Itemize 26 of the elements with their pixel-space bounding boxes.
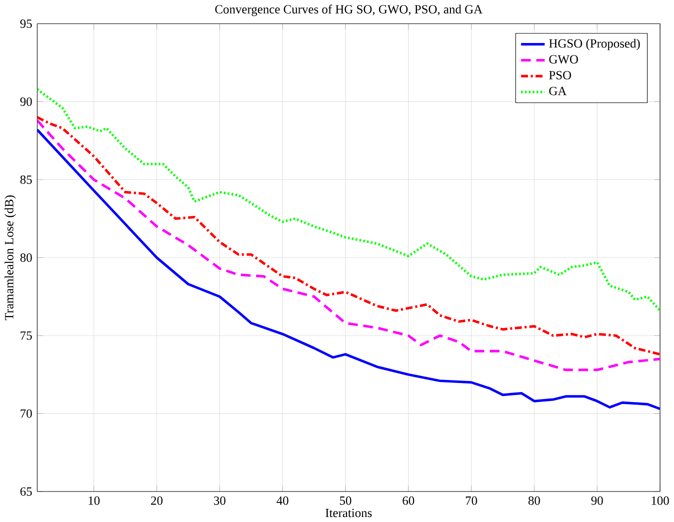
legend-label: PSO (549, 71, 572, 80)
line-series (37, 128, 660, 410)
chart-title: Convergence Curves of HG SO, GWO, PSO, and GA (215, 4, 482, 16)
y-axis-title: Tramamlealon Lose (dB) (4, 196, 16, 320)
y-tick-label: 90 (20, 98, 32, 106)
x-axis-title: Iterations (326, 508, 372, 518)
x-tick-label: 20 (151, 496, 163, 505)
x-tick-label: 40 (276, 496, 288, 505)
y-tick-label: 85 (20, 176, 32, 184)
y-tick-label: 75 (20, 332, 32, 340)
x-tick-label: 60 (402, 496, 414, 505)
legend-label: HGSO (Proposed) (549, 39, 640, 50)
x-tick-label: 80 (528, 496, 540, 505)
y-tick-label: 95 (20, 20, 32, 28)
x-tick-label: 50 (340, 496, 352, 505)
legend-label: GWO (549, 55, 578, 64)
y-tick-label: 80 (20, 254, 32, 262)
legend-label: GA (549, 86, 567, 96)
x-tick-label: 100 (652, 496, 669, 505)
x-tick-label: 10 (88, 496, 100, 505)
x-tick-label: 70 (466, 496, 478, 505)
line-series (37, 88, 660, 312)
y-tick-label: 65 (20, 487, 32, 496)
x-tick-label: 30 (214, 496, 226, 505)
y-tick-label: 70 (20, 409, 32, 418)
x-tick-label: 90 (591, 496, 603, 505)
